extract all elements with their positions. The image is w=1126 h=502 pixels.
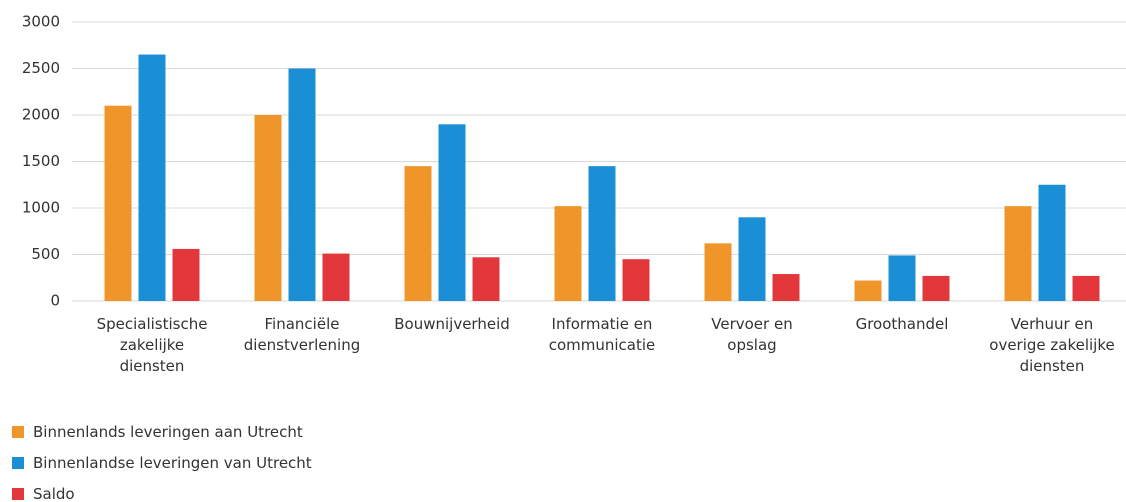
bar [1004,206,1032,301]
legend-swatch [12,426,24,438]
bar [254,115,282,301]
bar [854,280,882,301]
legend-swatch [12,488,24,500]
x-tick-label: Informatie en communicatie [548,315,656,354]
y-tick-label: 500 [31,245,60,263]
bar [738,217,766,301]
bar [104,105,132,301]
bar [554,206,582,301]
bar [138,54,166,301]
x-tick-label: Verhuur en overige zakelijke diensten [989,315,1115,375]
bar [888,255,916,301]
y-tick-label: 3000 [22,13,60,31]
bar [322,253,350,301]
legend-label: Binnenlandse leveringen van Utrecht [33,454,312,472]
x-tick-label: Specialistische zakelijke diensten [96,315,208,375]
y-tick-label: 2000 [22,106,60,124]
legend-item: Binnenlands leveringen aan Utrecht [12,423,303,441]
bar [588,166,616,301]
y-tick-label: 2500 [22,59,60,77]
bar [172,248,200,301]
bar [472,257,500,301]
bar [922,275,950,301]
x-tick-label: Groothandel [855,315,949,333]
legend-item: Saldo [12,485,75,502]
bar [1072,275,1100,301]
legend-swatch [12,457,24,469]
bar [404,166,432,301]
bar [288,68,316,301]
x-tick-label: Financiële dienstverlening [243,315,361,354]
bar [622,259,650,301]
x-tick-label: Vervoer en opslag [711,315,793,354]
y-tick-label: 1500 [22,152,60,170]
bar [704,243,732,301]
bar [1038,184,1066,301]
legend-label: Saldo [33,485,75,502]
legend-item: Binnenlandse leveringen van Utrecht [12,454,312,472]
x-tick-label: Bouwnijverheid [394,315,510,333]
legend-label: Binnenlands leveringen aan Utrecht [33,423,303,441]
bar [438,124,466,301]
y-tick-label: 0 [50,292,60,310]
bar [772,274,800,301]
y-tick-label: 1000 [22,199,60,217]
